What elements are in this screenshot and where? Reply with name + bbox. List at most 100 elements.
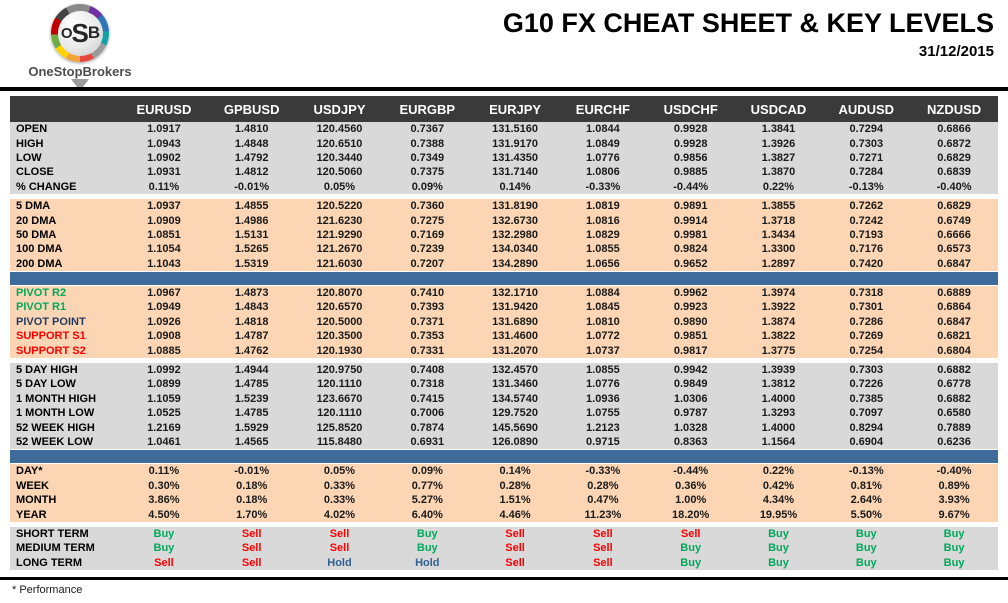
value-cell-usdjpy: 120.3500 — [316, 330, 363, 343]
value-cell-usdcad: 1.3939 — [761, 364, 796, 377]
value-cell-audusd: 0.7303 — [849, 364, 884, 377]
value-cell-nzdusd: 0.89% — [938, 479, 970, 492]
value-cell-gpbusd: 1.4986 — [234, 214, 269, 227]
value-cell-eurgbp: 0.09% — [411, 465, 443, 478]
row-label: 100 DMA — [16, 243, 63, 256]
title-block: G10 FX CHEAT SHEET & KEY LEVELS 31/12/20… — [503, 8, 994, 60]
value-cell-eurjpy: 131.3460 — [492, 378, 539, 391]
table-row: MONTH 3.86% 0.18% 0.33% 5.27% 1.51% 0.47% 1.00%… — [10, 493, 998, 507]
value-cell-eurchf: 0.28% — [587, 479, 619, 492]
value-cell-gpbusd: 1.70% — [236, 508, 268, 521]
value-cell-nzdusd: -0.40% — [936, 465, 972, 478]
value-cell-eurchf: 1.0816 — [586, 214, 620, 227]
value-cell-usdjpy: 120.5060 — [316, 166, 363, 179]
value-cell-eurchf: Sell — [593, 527, 613, 540]
value-cell-nzdusd: 0.6778 — [937, 378, 971, 391]
value-cell-nzdusd: 0.6749 — [937, 214, 971, 227]
report-date: 31/12/2015 — [918, 43, 994, 60]
value-cell-nzdusd: 0.6666 — [937, 228, 971, 241]
value-cell-usdcad: 19.95% — [759, 508, 798, 521]
value-cell-gpbusd: -0.01% — [234, 180, 270, 193]
brand-name: OneStopBrokers — [28, 64, 132, 79]
row-label: PIVOT R1 — [16, 301, 67, 314]
value-cell-audusd: 0.7254 — [849, 344, 884, 357]
row-label: 5 DAY LOW — [16, 378, 76, 391]
table-row: 52 WEEK HIGH 1.2169 1.5929 125.8520 0.7874 14… — [10, 420, 998, 434]
row-label: SHORT TERM — [16, 527, 89, 540]
column-header-nzdusd: NZDUSD — [926, 101, 982, 117]
value-cell-nzdusd: 9.67% — [938, 508, 970, 521]
value-cell-usdcad: 1.3974 — [761, 287, 796, 300]
value-cell-audusd: 0.81% — [850, 479, 882, 492]
table-section: PIVOT R2 1.0967 1.4873 120.8070 0.7410 132.17… — [10, 285, 998, 358]
row-label: WEEK — [16, 479, 49, 492]
table-section: DAY* 0.11% -0.01% 0.05% 0.09% 0.14% -0.33% -0.4… — [10, 464, 998, 522]
column-header-gpbusd: GPBUSD — [223, 101, 280, 117]
logo-letter-b: B — [87, 23, 100, 42]
value-cell-usdjpy: 120.5000 — [316, 315, 363, 328]
value-cell-eurusd: 1.0931 — [147, 166, 181, 179]
value-cell-usdchf: 1.00% — [675, 494, 707, 507]
row-label: SUPPORT S1 — [16, 330, 86, 343]
value-cell-eurgbp: 0.7239 — [410, 243, 445, 256]
row-label: 52 WEEK LOW — [16, 436, 94, 448]
value-cell-usdchf: Buy — [680, 542, 702, 555]
value-cell-nzdusd: 0.6889 — [937, 287, 971, 300]
value-cell-eurusd: 1.1054 — [147, 243, 181, 256]
table-row: % CHANGE 0.11% -0.01% 0.05% 0.09% 0.14% -0.33%… — [10, 180, 998, 194]
value-cell-eurgbp: 0.7360 — [410, 200, 445, 213]
value-cell-usdchf: 0.9652 — [673, 257, 708, 270]
value-cell-eurusd: 1.0949 — [147, 301, 181, 314]
value-cell-gpbusd: 1.4785 — [234, 407, 269, 420]
value-cell-usdcad: 1.3812 — [761, 378, 796, 391]
value-cell-nzdusd: -0.40% — [936, 180, 972, 193]
value-cell-eurusd: 1.0937 — [147, 200, 181, 213]
value-cell-usdcad: 1.3822 — [761, 330, 796, 343]
value-cell-usdjpy: 121.9290 — [316, 228, 363, 241]
value-cell-usdjpy: 121.6030 — [316, 257, 363, 270]
value-cell-usdjpy: Sell — [329, 527, 350, 540]
value-cell-eurusd: 1.1043 — [147, 257, 181, 270]
value-cell-audusd: -0.13% — [848, 180, 884, 193]
value-cell-audusd: Buy — [855, 527, 877, 540]
value-cell-eurgbp: 0.7275 — [410, 214, 445, 227]
value-cell-eurusd: 4.50% — [148, 508, 180, 521]
value-cell-eurgbp: 0.77% — [411, 479, 443, 492]
value-cell-gpbusd: Sell — [241, 527, 262, 540]
value-cell-gpbusd: 1.4812 — [234, 166, 269, 179]
value-cell-gpbusd: Sell — [241, 542, 262, 555]
value-cell-eurjpy: 126.0890 — [492, 436, 539, 448]
value-cell-eurgbp: 5.27% — [411, 494, 443, 507]
value-cell-gpbusd: 0.18% — [236, 494, 268, 507]
value-cell-eurjpy: 131.2070 — [492, 344, 539, 357]
value-cell-usdcad: 1.2897 — [761, 257, 796, 270]
value-cell-eurchf: 1.0755 — [586, 407, 620, 420]
value-cell-audusd: 0.8294 — [849, 421, 884, 434]
row-label: DAY* — [16, 465, 43, 478]
value-cell-nzdusd: 0.6864 — [937, 301, 971, 314]
value-cell-eurusd: 3.86% — [148, 494, 180, 507]
value-cell-eurusd: 1.0909 — [147, 214, 181, 227]
value-cell-eurusd: Sell — [154, 556, 174, 569]
value-cell-eurgbp: 0.7367 — [410, 123, 445, 136]
value-cell-usdjpy: 115.8480 — [316, 436, 363, 448]
table-row: PIVOT POINT 1.0926 1.4818 120.5000 0.7371 131… — [10, 315, 998, 329]
value-cell-gpbusd: 1.4810 — [234, 123, 269, 136]
value-cell-usdchf: 0.36% — [675, 479, 707, 492]
value-cell-usdcad: 4.34% — [762, 494, 795, 507]
value-cell-eurusd: 1.0851 — [147, 228, 181, 241]
value-cell-gpbusd: 1.4944 — [234, 364, 269, 377]
value-cell-usdcad: 1.3922 — [761, 301, 796, 314]
value-cell-usdchf: 0.9928 — [673, 137, 708, 150]
row-label: OPEN — [16, 123, 48, 136]
value-cell-eurgbp: 0.7331 — [410, 344, 445, 357]
value-cell-gpbusd: 1.4565 — [234, 436, 269, 448]
logo-letter-s: S — [71, 17, 89, 48]
value-cell-eurchf: -0.33% — [585, 465, 621, 478]
value-cell-usdcad: Buy — [768, 556, 789, 569]
value-cell-eurjpy: 134.0340 — [492, 243, 539, 256]
value-cell-eurchf: 1.0844 — [586, 123, 620, 136]
value-cell-eurjpy: 131.5160 — [492, 123, 539, 136]
value-cell-usdcad: 1.3293 — [761, 407, 796, 420]
